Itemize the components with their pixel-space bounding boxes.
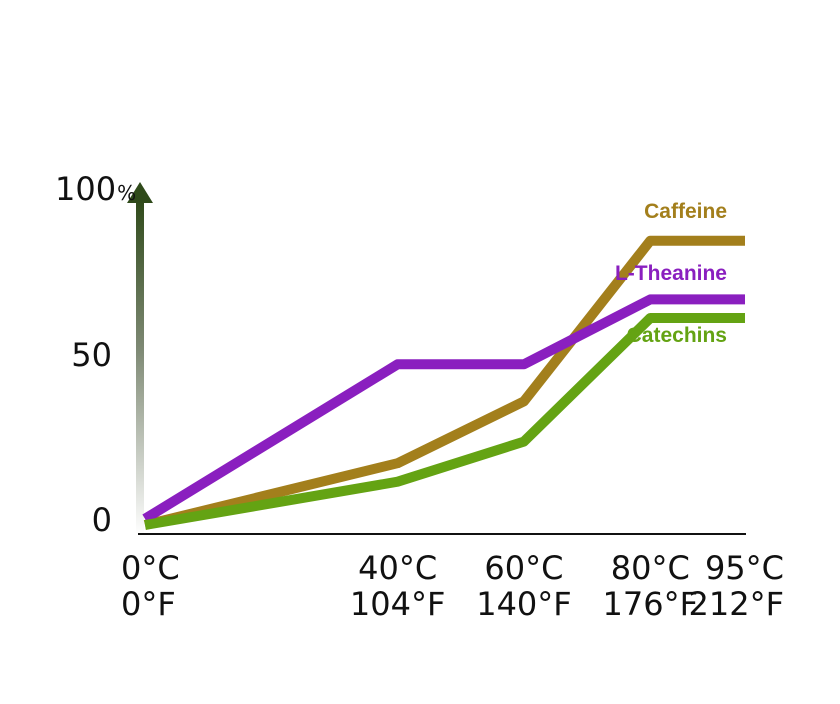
y-axis [136, 200, 144, 535]
series-line-catechins [144, 313, 745, 530]
series-line-l-theanine [142, 294, 745, 524]
series-line-caffeine [143, 235, 745, 530]
x-tick-label-fahrenheit: 104°F [350, 585, 445, 623]
x-tick-label-fahrenheit: 140°F [476, 585, 571, 623]
x-tick-label-celsius: 95°C [705, 549, 784, 587]
legend-label-catechins: Catechins [627, 324, 727, 347]
y-axis-arrow-icon [127, 182, 153, 203]
x-tick-label-celsius: 80°C [611, 549, 690, 587]
x-tick-label-celsius: 40°C [358, 549, 437, 587]
y-tick-suffix: % [117, 181, 136, 205]
x-tick-label-celsius: 60°C [484, 549, 563, 587]
series-lines [142, 235, 745, 530]
legend: Caffeine L-Theanine Catechins [615, 200, 727, 347]
x-tick-label-fahrenheit: 176°F [603, 585, 698, 623]
x-tick-label-celsius: 0°C [121, 549, 180, 587]
legend-label-l-theanine: L-Theanine [615, 262, 727, 285]
x-tick-label-fahrenheit: 212°F [689, 585, 784, 623]
y-ticks: 0 50 100% [55, 170, 136, 539]
y-tick-label: 100% [55, 170, 136, 208]
x-tick-label-fahrenheit: 0°F [121, 585, 176, 623]
y-tick-label: 0 [92, 501, 112, 539]
legend-label-caffeine: Caffeine [644, 200, 727, 223]
axes [127, 182, 746, 535]
y-tick-label: 50 [71, 336, 112, 374]
